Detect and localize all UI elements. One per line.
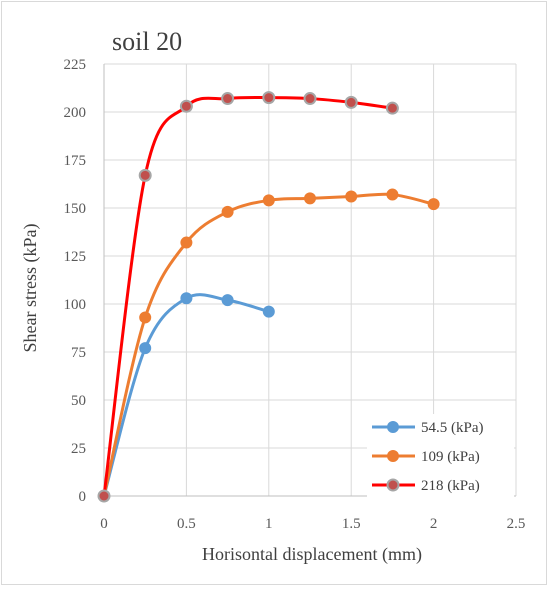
y-tick-label: 0 (79, 489, 87, 505)
legend-entry: 218 (kPa) (372, 478, 480, 494)
data-point (179, 99, 193, 113)
y-tick-label: 175 (64, 153, 87, 169)
data-point (221, 294, 234, 307)
data-point (262, 305, 275, 318)
series-layer (97, 91, 440, 503)
x-tick-label: 2 (430, 516, 438, 532)
x-tick-labels: 0 0.5 1 1.5 2 2.5 (100, 516, 525, 532)
x-axis-title: Horisontal displacement (mm) (202, 544, 422, 565)
series-3 (97, 91, 399, 503)
data-point (386, 188, 399, 201)
x-tick-label: 1 (265, 516, 273, 532)
y-tick-label: 75 (71, 345, 86, 361)
chart-title: soil 20 (112, 27, 182, 56)
legend-entry: 109 (kPa) (372, 449, 480, 465)
data-point (385, 101, 399, 115)
data-point (344, 95, 358, 109)
data-point (139, 311, 152, 324)
legend-entry: 54.5 (kPa) (372, 420, 484, 436)
data-point (304, 192, 316, 205)
data-point (97, 489, 111, 503)
legend-marker (387, 450, 399, 462)
y-tick-labels: 0 25 50 75 100 125 150 175 200 225 (64, 57, 87, 505)
y-tick-label: 125 (64, 249, 87, 265)
data-point (138, 168, 152, 182)
data-point (139, 342, 152, 355)
data-point (345, 190, 358, 203)
gridlines (104, 63, 517, 496)
legend-marker (386, 478, 400, 492)
y-tick-label: 200 (64, 105, 87, 121)
x-tick-label: 0.5 (177, 516, 196, 532)
legend-label: 218 (kPa) (421, 478, 480, 494)
data-point (180, 236, 193, 249)
legend-label: 109 (kPa) (421, 449, 480, 465)
x-tick-label: 0 (100, 516, 108, 532)
series-line (102, 293, 270, 497)
data-point (427, 198, 440, 211)
data-point (221, 205, 234, 218)
y-tick-label: 50 (71, 393, 86, 409)
data-point (262, 194, 275, 207)
legend-marker (387, 421, 399, 433)
y-tick-label: 225 (64, 57, 87, 73)
x-tick-label: 1.5 (342, 516, 361, 532)
y-tick-label: 150 (64, 201, 87, 217)
legend: 54.5 (kPa) 109 (kPa) 218 (kPa) (367, 414, 514, 497)
data-point (221, 92, 235, 106)
series-line (102, 96, 393, 497)
y-tick-label: 25 (71, 441, 86, 457)
data-point (303, 92, 317, 106)
data-point (180, 292, 193, 305)
data-point (262, 91, 276, 105)
y-axis-title: Shear stress (kPa) (20, 224, 41, 353)
x-tick-label: 2.5 (507, 516, 526, 532)
legend-label: 54.5 (kPa) (421, 420, 484, 436)
y-tick-label: 100 (64, 297, 87, 313)
